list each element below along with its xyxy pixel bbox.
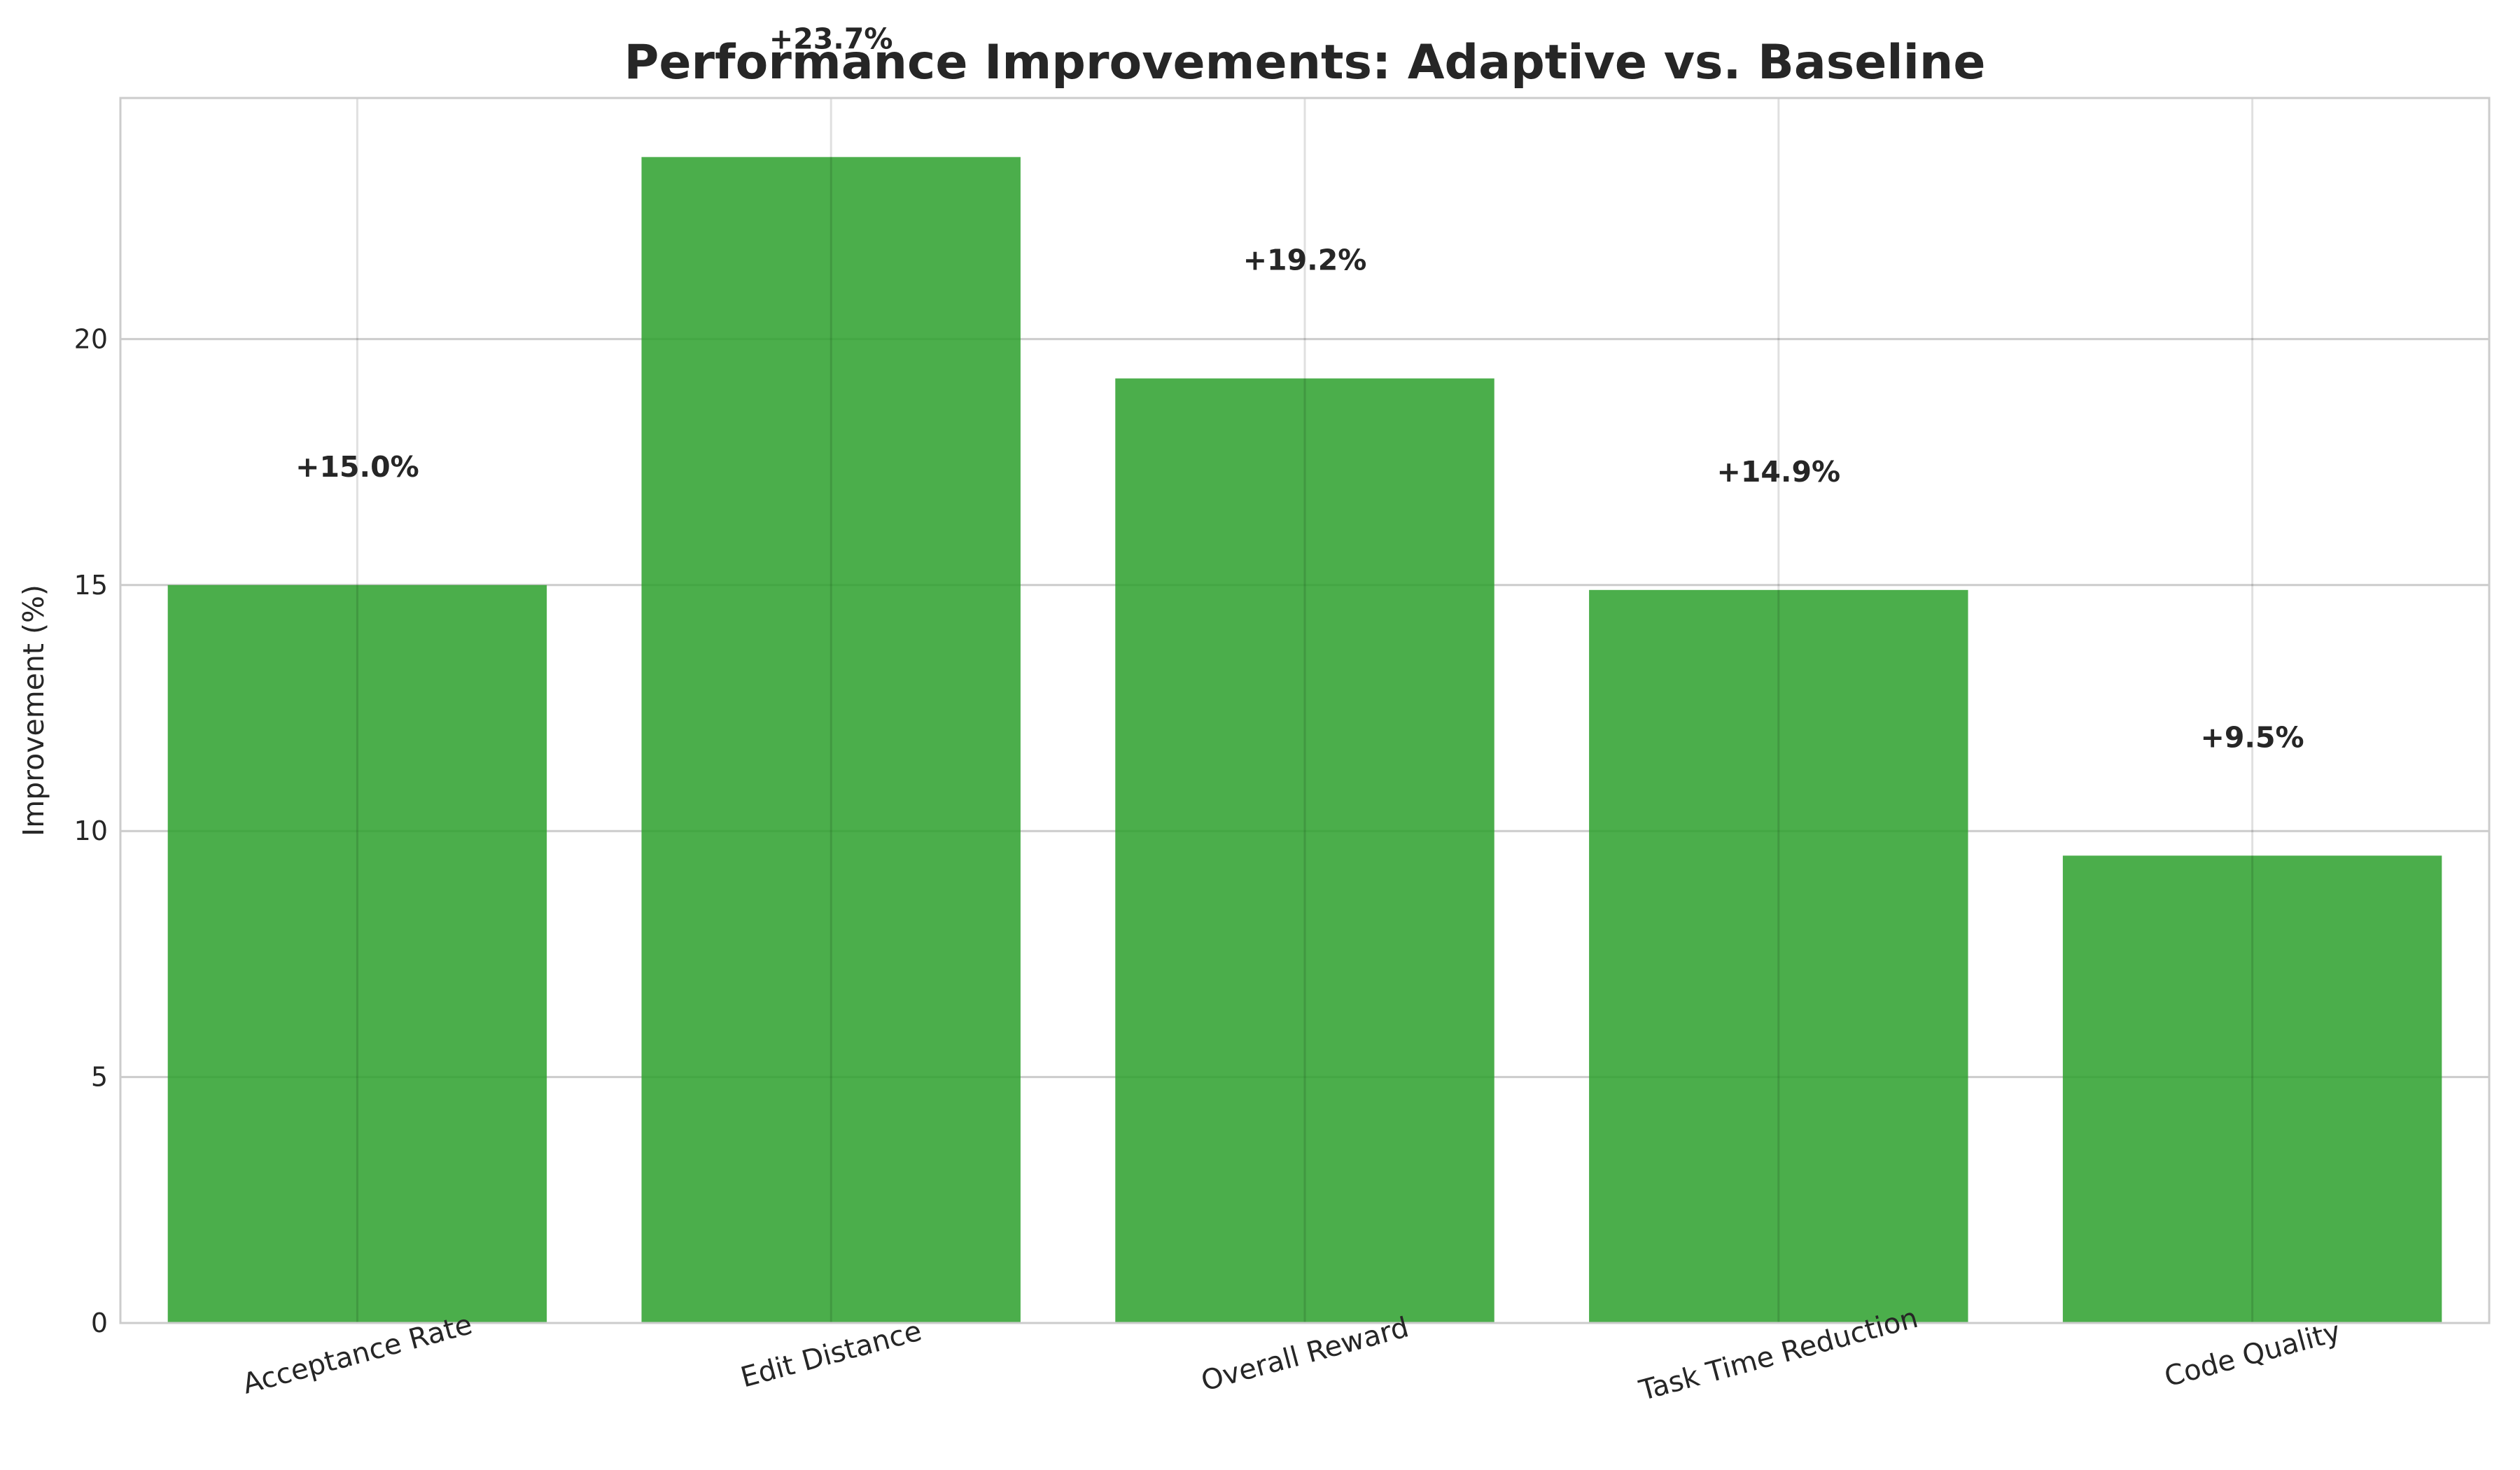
y-tick-label: 0 xyxy=(91,1308,108,1338)
vertical-grid xyxy=(356,98,2254,1323)
data-labels: +15.0% +23.7% +19.2% +14.9% +9.5% xyxy=(295,22,2304,754)
y-tick-label: 15 xyxy=(74,570,108,601)
plot-frame xyxy=(119,97,2491,1324)
data-label: +9.5% xyxy=(2201,720,2304,754)
bar xyxy=(167,584,547,1323)
x-tick-label: Code Quality xyxy=(2161,1315,2344,1393)
x-tick-label: Overall Reward xyxy=(1198,1311,1412,1397)
chart-title: Performance Improvements: Adaptive vs. B… xyxy=(624,35,1986,90)
bar xyxy=(641,157,1021,1323)
y-tick-label: 5 xyxy=(91,1062,108,1093)
y-axis-ticks: 0 5 10 15 20 xyxy=(74,323,108,1338)
data-label: +14.9% xyxy=(1717,455,1841,489)
bar xyxy=(1589,589,1968,1323)
bars xyxy=(167,157,2442,1323)
y-tick-label: 20 xyxy=(74,323,108,354)
x-tick-label: Edit Distance xyxy=(737,1315,925,1394)
data-label: +23.7% xyxy=(769,22,893,55)
y-tick-label: 10 xyxy=(74,816,108,846)
bar xyxy=(1115,378,1494,1323)
data-label: +19.2% xyxy=(1243,244,1367,277)
bar xyxy=(2062,855,2442,1323)
y-axis-label: Improvement (%) xyxy=(17,584,50,836)
data-label: +15.0% xyxy=(295,450,419,484)
